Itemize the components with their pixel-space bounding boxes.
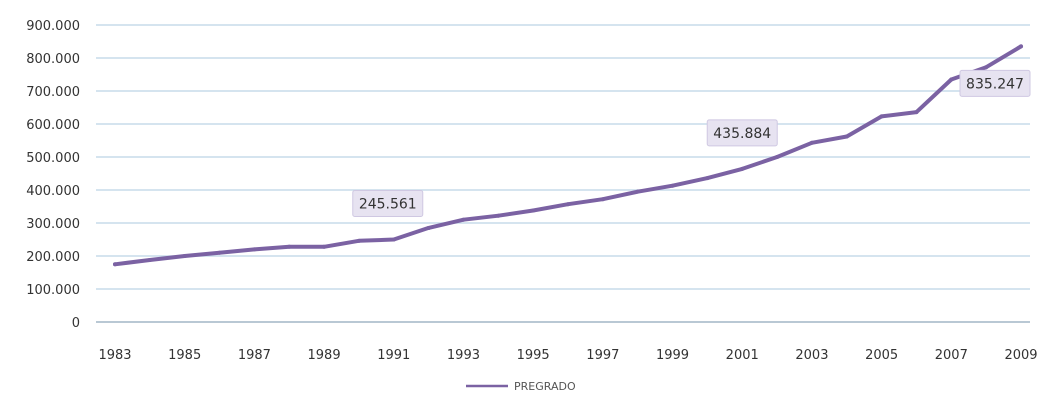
x-tick-label: 1989 (308, 348, 341, 363)
data-label-text: 245.561 (359, 197, 417, 213)
y-tick-label: 200.000 (26, 250, 80, 265)
data-label-text: 435.884 (713, 126, 771, 142)
y-tick-label: 800.000 (26, 52, 80, 67)
data-label: 835.247 (959, 69, 1031, 97)
data-point (984, 65, 989, 70)
data-point (670, 183, 675, 188)
legend: PREGRADO (466, 380, 576, 393)
x-tick-label: 2005 (865, 348, 898, 363)
data-point (322, 244, 327, 249)
data-point (147, 257, 152, 262)
y-tick-label: 500.000 (26, 151, 80, 166)
x-tick-label: 2003 (795, 348, 828, 363)
y-tick-label: 0 (72, 316, 80, 331)
data-point (391, 237, 396, 242)
data-point (844, 134, 849, 139)
data-point (879, 114, 884, 119)
y-tick-label: 600.000 (26, 118, 80, 133)
series-layer (113, 44, 1023, 267)
x-tick-label: 1985 (168, 348, 201, 363)
data-point (426, 225, 431, 230)
y-tick-label: 400.000 (26, 184, 80, 199)
data-point (182, 254, 187, 258)
x-tick-label: 1983 (98, 348, 131, 363)
data-point (809, 140, 814, 145)
x-tick-label: 2009 (1004, 348, 1037, 363)
data-point (113, 262, 117, 267)
data-label-box (706, 119, 778, 147)
data-labels: 245.561 435.884 835.247 (352, 69, 1031, 217)
data-point (566, 202, 570, 207)
data-point (1019, 44, 1023, 49)
legend-label: PREGRADO (514, 380, 576, 393)
x-axis-ticks: 1983 1985 1987 1989 1991 1993 1995 1997 1999 2001… (98, 348, 1037, 363)
data-point (461, 217, 466, 222)
data-point (356, 238, 361, 243)
data-point (600, 197, 605, 202)
x-tick-label: 2007 (935, 348, 968, 363)
data-point (531, 208, 536, 213)
data-label: 435.884 (706, 119, 778, 147)
data-label: 245.561 (352, 190, 424, 217)
data-point (914, 110, 919, 115)
x-tick-label: 1991 (377, 348, 410, 363)
y-tick-label: 100.000 (26, 283, 80, 298)
data-point (252, 247, 257, 252)
x-tick-label: 1997 (586, 348, 619, 363)
x-tick-label: 1999 (656, 348, 689, 363)
data-point (287, 244, 292, 249)
y-tick-label: 700.000 (26, 85, 80, 100)
data-label-box (959, 69, 1031, 97)
data-point (496, 213, 501, 218)
data-point (740, 166, 745, 171)
y-axis-ticks: 0 100.000 200.000 300.000 400.000 500.000 600.… (26, 19, 80, 331)
data-point (949, 77, 954, 82)
series-line-pregrado (113, 44, 1023, 267)
data-point (705, 176, 710, 181)
data-label-text: 835.247 (966, 76, 1024, 92)
gridlines (96, 24, 1030, 323)
y-tick-label: 900.000 (26, 19, 80, 34)
data-point (775, 155, 780, 159)
x-tick-label: 1993 (447, 348, 480, 363)
y-tick-label: 300.000 (26, 217, 80, 232)
data-point (635, 189, 640, 194)
data-label-box (352, 190, 424, 217)
x-tick-label: 1995 (517, 348, 550, 363)
x-tick-label: 2001 (726, 348, 759, 363)
data-point (217, 250, 222, 255)
x-tick-label: 1987 (238, 348, 271, 363)
